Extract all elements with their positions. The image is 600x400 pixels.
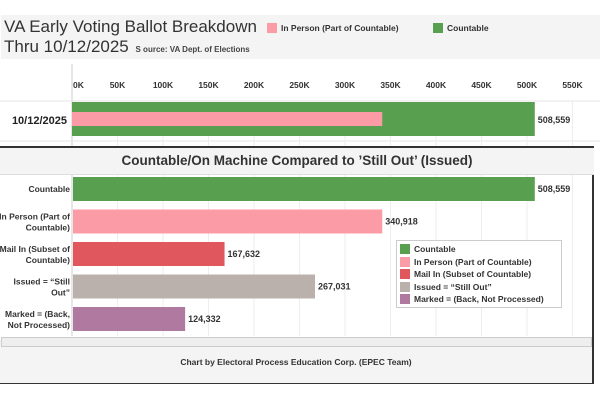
data-label: 167,632 (228, 249, 261, 259)
data-label: 340,918 (385, 217, 418, 227)
x-tick-label: 0K (73, 80, 85, 90)
legend-swatch (400, 269, 410, 279)
legend-swatch (400, 256, 410, 267)
category-label-line: Out” (51, 288, 70, 298)
legend-item-countable: Countable (433, 23, 489, 33)
bar (73, 242, 225, 266)
legend-label: Mail In (Subset of Countable) (414, 269, 532, 279)
category-label: Marked = (Back,Not Processed) (5, 309, 70, 330)
category-label-line: Issued = “Still (14, 277, 70, 287)
category-label-line: Countable) (26, 223, 71, 233)
bar (73, 177, 535, 201)
legend-swatch-countable (433, 23, 443, 33)
legend-label: Countable (414, 244, 456, 254)
top-chart: 0K 50K 100K 150K 200K 250K 300K 350K 400K 450K 500… (0, 64, 600, 146)
x-tick-label: 500K (517, 80, 538, 90)
chart-credit: Chart by Electoral Process Education Cor… (180, 357, 412, 367)
legend-swatch (400, 244, 410, 254)
x-tick-label: 300K (335, 80, 356, 90)
x-tick-label: 550K (562, 80, 583, 90)
x-tick-label: 150K (198, 80, 219, 90)
data-label: 267,031 (318, 282, 351, 292)
legend-swatch (400, 294, 410, 304)
category-label-line: Marked = (Back, (5, 309, 70, 319)
legend-swatch (400, 281, 410, 292)
legend-item: In Person (Part of Countable) (400, 256, 561, 268)
legend-item: Marked = (Back, Not Processed) (400, 293, 561, 305)
bar-in-person (72, 112, 383, 126)
comparison-chart-title: Countable/On Machine Compared to ’Still … (0, 148, 594, 175)
category-label: 10/12/2025 (12, 115, 67, 127)
legend-item: Issued = “Still Out” (400, 281, 561, 293)
subtitle-date: Thru 10/12/2025 (4, 37, 129, 56)
header-band (1, 15, 600, 59)
x-tick-label: 400K (426, 80, 447, 90)
category-label-line: Mail In (Subset of (0, 244, 70, 254)
category-label-line: Not Processed) (8, 320, 71, 330)
bar (73, 307, 186, 331)
legend-label: Marked = (Back, Not Processed) (414, 294, 544, 304)
category-label-line: Countable (28, 184, 70, 194)
bar (73, 274, 315, 299)
x-tick-label: 350K (380, 80, 401, 90)
data-label: 508,559 (538, 184, 571, 194)
page-subtitle: Thru 10/12/2025 S ource: VA Dept. of Ele… (4, 37, 250, 57)
legend-item: Countable (400, 243, 561, 255)
legend-label: Countable (447, 23, 489, 33)
comparison-panel (0, 146, 594, 384)
category-label-line: Countable) (26, 255, 71, 265)
source-note: S ource: VA Dept. of Elections (135, 45, 250, 54)
legend-item: Mail In (Subset of Countable) (400, 268, 561, 280)
legend-item-in-person: In Person (Part of Countable) (267, 23, 399, 33)
x-tick-label: 200K (244, 80, 265, 90)
x-tick-label: 250K (289, 80, 310, 90)
x-tick-label: 50K (110, 80, 126, 90)
footer-band (0, 340, 592, 383)
comparison-legend: Countable In Person (Part of Countable) Ma… (396, 240, 562, 308)
legend-label: In Person (Part of Countable) (281, 23, 399, 33)
legend-label: In Person (Part of Countable) (414, 256, 532, 267)
bar (73, 209, 383, 234)
legend-label: Issued = “Still Out” (414, 281, 492, 292)
legend-swatch-in-person (267, 23, 277, 33)
x-tick-label: 100K (153, 80, 174, 90)
x-tick-label: 450K (471, 80, 492, 90)
category-label-line: In Person (Part of (0, 212, 70, 222)
page-title: VA Early Voting Ballot Breakdown (4, 17, 257, 36)
category-label: Countable (28, 184, 70, 194)
data-label: 508,559 (538, 115, 571, 125)
data-label: 124,332 (188, 314, 221, 324)
horizontal-scrollbar[interactable] (1, 337, 592, 347)
